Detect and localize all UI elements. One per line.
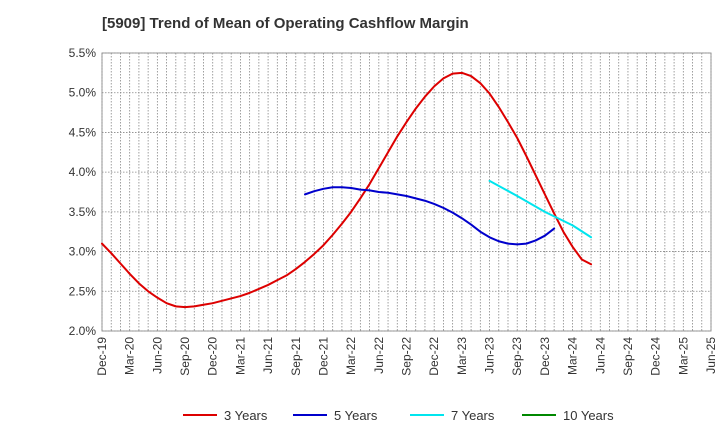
y-tick-label: 3.0% (69, 245, 97, 259)
x-tick-label: Jun-23 (483, 337, 497, 374)
x-tick-label: Sep-24 (621, 337, 635, 376)
x-tick-label: Jun-20 (150, 337, 164, 374)
x-tick-label: Dec-21 (316, 337, 330, 376)
legend-label: 10 Years (563, 408, 614, 423)
x-tick-label: Dec-23 (538, 337, 552, 376)
x-tick-label: Jun-21 (261, 337, 275, 374)
x-tick-label: Sep-21 (289, 337, 303, 376)
y-tick-label: 2.0% (69, 324, 97, 338)
grid-lines (101, 52, 712, 332)
legend-label: 3 Years (224, 408, 268, 423)
x-tick-label: Mar-23 (455, 337, 469, 375)
legend-label: 7 Years (451, 408, 495, 423)
x-axis-ticks: Dec-19 Mar-20 Jun-20 Sep-20 Dec-20 Mar-21 Jun-… (95, 337, 718, 376)
x-tick-label: Jun-25 (704, 337, 718, 374)
x-tick-label: Mar-22 (344, 337, 358, 375)
x-tick-label: Dec-20 (206, 337, 220, 376)
y-tick-label: 4.5% (69, 125, 97, 139)
x-tick-label: Mar-20 (123, 337, 137, 375)
y-tick-label: 5.5% (69, 46, 97, 60)
series-line-7-years (488, 179, 593, 239)
x-tick-label: Mar-21 (233, 337, 247, 375)
x-tick-label: Jun-24 (593, 337, 607, 374)
series-line-5-years (304, 186, 556, 246)
series-line-3-years (101, 71, 593, 309)
series-lines (101, 71, 593, 309)
y-tick-label: 4.0% (69, 165, 97, 179)
x-tick-label: Sep-22 (400, 337, 414, 376)
y-axis-ticks: 2.0% 2.5% 3.0% 3.5% 4.0% 4.5% 5.0% 5.5% (69, 46, 97, 338)
x-tick-label: Dec-24 (649, 337, 663, 376)
x-tick-label: Sep-23 (510, 337, 524, 376)
chart-title: [5909] Trend of Mean of Operating Cashfl… (102, 15, 469, 32)
x-tick-label: Mar-25 (676, 337, 690, 375)
x-tick-label: Jun-22 (372, 337, 386, 374)
x-tick-label: Sep-20 (178, 337, 192, 376)
y-tick-label: 2.5% (69, 284, 97, 298)
x-tick-label: Dec-22 (427, 337, 441, 376)
x-tick-label: Dec-19 (95, 337, 109, 376)
y-tick-label: 5.0% (69, 86, 97, 100)
x-tick-label: Mar-24 (566, 337, 580, 375)
legend-label: 5 Years (334, 408, 378, 423)
y-tick-label: 3.5% (69, 205, 97, 219)
legend: 3 Years 5 Years 7 Years 10 Years (183, 408, 614, 423)
